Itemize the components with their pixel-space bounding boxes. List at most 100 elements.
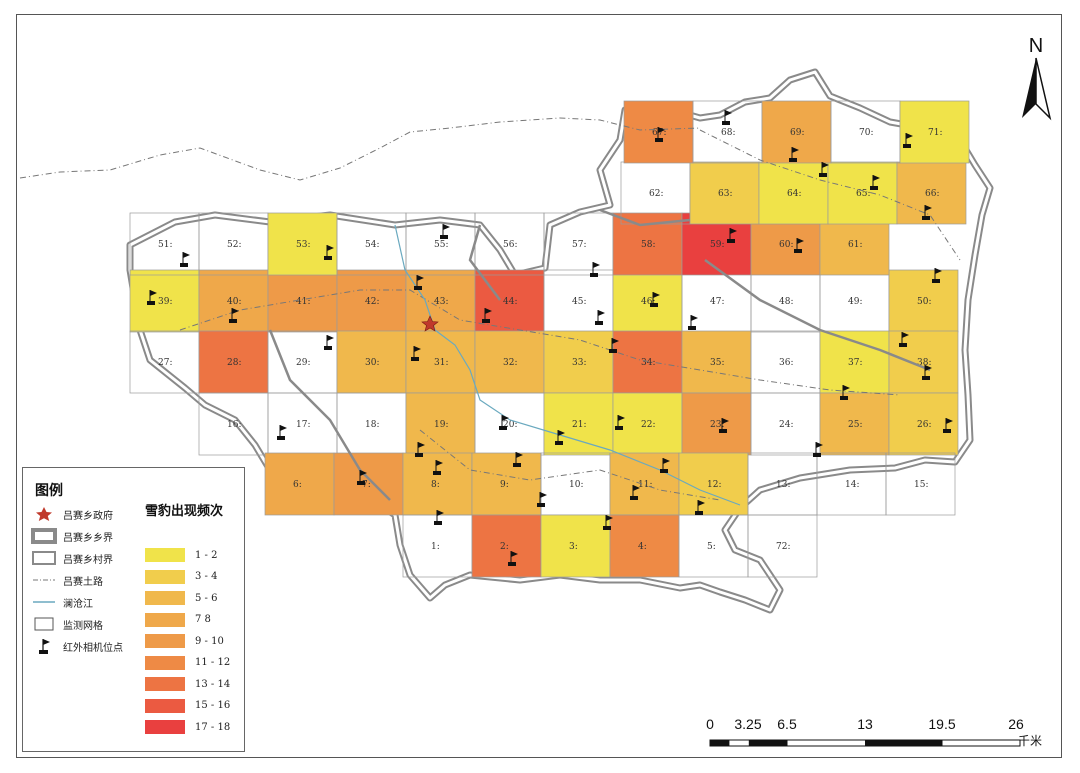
grid-cell-fill — [819, 392, 890, 456]
frequency-swatch — [145, 591, 185, 605]
grid-cell-fill — [336, 330, 407, 394]
frequency-class-row: 9 - 10 — [145, 632, 224, 650]
grid-cell: 63: — [689, 161, 760, 225]
camera-flag-icon — [440, 224, 450, 239]
grid-cell-fill — [267, 269, 338, 333]
grid-cell: 42: — [336, 269, 407, 333]
grid-cell-label: 20: — [503, 420, 517, 430]
camera-flag-icon — [590, 262, 600, 277]
grid-cell-label: 59: — [710, 240, 724, 250]
grid-cell-fill — [474, 330, 545, 394]
grid-cell-label: 7: — [362, 480, 371, 490]
camera-flag-icon — [660, 458, 670, 473]
frequency-label: 17 - 18 — [195, 721, 231, 733]
grid-cell: 9: — [471, 452, 542, 516]
frequency-label: 5 - 6 — [195, 592, 218, 604]
grid-cell: 18: — [336, 392, 407, 456]
grid-cell-label: 15: — [914, 480, 928, 490]
frequency-class-row: 11 - 12 — [145, 654, 230, 672]
grid-cell-label: 70: — [859, 128, 873, 138]
camera-flag-icon — [789, 147, 799, 162]
grid-cell-label: 72: — [776, 542, 790, 552]
grid-cell-label: 4: — [638, 542, 647, 552]
camera-flag-icon — [31, 638, 57, 654]
north-arrow: N — [1016, 34, 1056, 124]
grid-cell-label: 18: — [365, 420, 379, 430]
grid-cell-label: 49: — [848, 297, 862, 307]
grid-cell-fill — [885, 452, 956, 516]
grid-cell-label: 5: — [707, 542, 716, 552]
frequency-title: 雪豹出现频次 — [145, 504, 224, 519]
grid-cell-fill — [899, 100, 970, 164]
scale-bar: 0 3.25 6.5 13 19.5 26 千米 — [700, 716, 1050, 756]
grid-cell-label: 33: — [572, 358, 586, 368]
grid-cell-label: 45: — [572, 297, 586, 307]
star-icon — [31, 506, 57, 522]
grid-cell: 17: — [267, 392, 338, 456]
grid-cell-label: 53: — [296, 240, 310, 250]
frequency-swatch — [145, 569, 185, 584]
frequency-class-row: 5 - 6 — [145, 589, 217, 607]
grid-cell-label: 46: — [641, 297, 655, 307]
grid-cell-label: 1: — [431, 542, 440, 552]
grid-cell: 41: — [267, 269, 338, 333]
camera-flag-icon — [943, 418, 953, 433]
grid-cell-label: 54: — [365, 240, 379, 250]
grid-cell: 12: — [678, 452, 749, 516]
camera-flag-icon — [324, 335, 334, 350]
grid-cell: 39: — [129, 269, 200, 333]
grid-cell: 28: — [198, 330, 269, 394]
camera-flag-icon — [499, 415, 509, 430]
camera-flag-icon — [695, 500, 705, 515]
grid-cell-label: 26: — [917, 420, 931, 430]
grid-cell: 72: — [747, 514, 818, 578]
frequency-class-row: 3 - 4 — [145, 568, 217, 586]
frequency-class-row: 17 - 18 — [145, 718, 230, 736]
camera-flag-icon — [277, 425, 287, 440]
camera-flag-icon — [229, 308, 239, 323]
grid-cell-label: 57: — [572, 240, 586, 250]
grid-cell-fill — [827, 161, 898, 225]
grid-cell-fill — [678, 452, 749, 516]
grid-cell: 58: — [612, 212, 683, 276]
grid-cell-label: 6: — [293, 480, 302, 490]
grid-cell-fill — [888, 269, 959, 333]
grid-cell: 71: — [899, 100, 970, 164]
grid-cell-label: 8: — [431, 480, 440, 490]
grid-cell: 46: — [612, 269, 683, 333]
camera-flag-icon — [922, 365, 932, 380]
legend-item-government: 吕赛乡政府 — [31, 504, 113, 524]
grid-cell: 20: — [474, 392, 545, 456]
dirt-road — [419, 429, 721, 501]
camera-flag-icon — [615, 415, 625, 430]
camera-flag-icon — [324, 245, 334, 260]
scale-unit: 千米 — [1018, 734, 1043, 748]
dirt-road-icon — [31, 572, 57, 588]
grid-cell: 30: — [336, 330, 407, 394]
camera-flag-icon — [411, 346, 421, 361]
grid-cell-label: 30: — [365, 358, 379, 368]
grid-cell-label: 16: — [227, 420, 241, 430]
camera-flag-icon — [603, 515, 613, 530]
grid-cell-label: 47: — [710, 297, 724, 307]
grid-cell: 6: — [264, 452, 335, 516]
grid-cell-label: 39: — [158, 297, 172, 307]
grid-cell-fill — [681, 392, 752, 456]
legend-title: 图例 — [35, 483, 63, 499]
grid-cell: 24: — [750, 392, 821, 456]
grid-cell-label: 29: — [296, 358, 310, 368]
grid-cell-label: 41: — [296, 297, 310, 307]
grid-cell-label: 37: — [848, 358, 862, 368]
grid-cell: 38: — [888, 330, 959, 394]
grid-cell-fill — [471, 452, 542, 516]
grid-cell-label: 19: — [434, 420, 448, 430]
grid-cell: 19: — [405, 392, 476, 456]
grid-cell: 21: — [543, 392, 614, 456]
grid-cell-label: 24: — [779, 420, 793, 430]
camera-flag-icon — [899, 332, 909, 347]
grid-cell-label: 22: — [641, 420, 655, 430]
grid-cell-fill — [264, 452, 335, 516]
grid-cell-label: 60: — [779, 240, 793, 250]
legend-item-grid: 监测网格 — [31, 614, 103, 634]
grid-cell-label: 66: — [925, 189, 939, 199]
